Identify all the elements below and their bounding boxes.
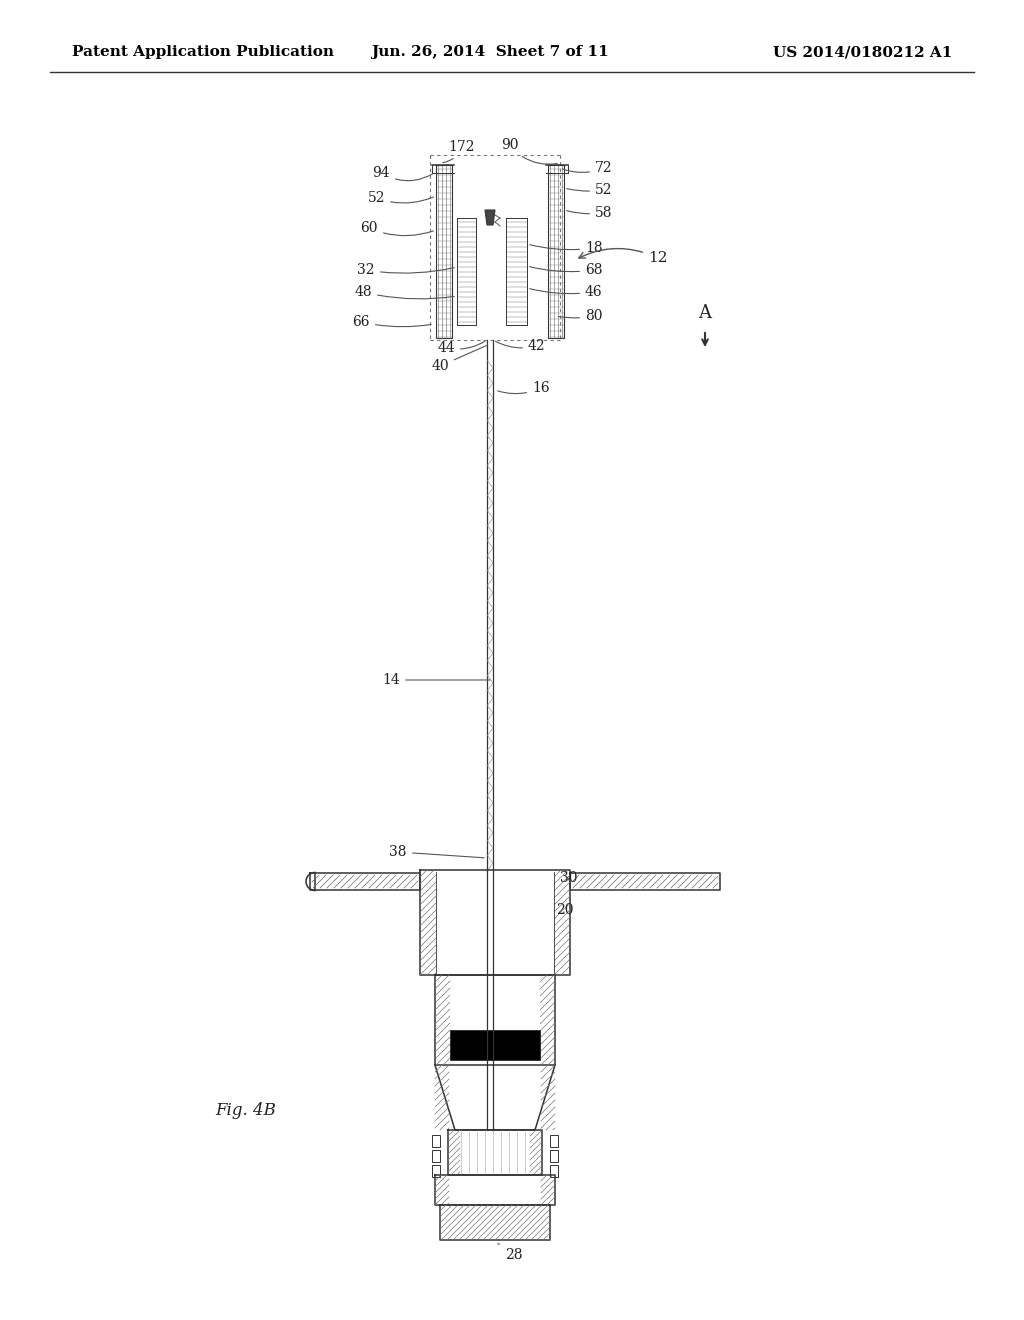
Text: 52: 52: [368, 191, 433, 205]
Text: 12: 12: [579, 248, 668, 265]
Wedge shape: [306, 873, 315, 891]
Text: 172: 172: [442, 140, 475, 162]
Bar: [436, 873, 554, 973]
Text: 44: 44: [437, 341, 484, 355]
Text: Jun. 26, 2014  Sheet 7 of 11: Jun. 26, 2014 Sheet 7 of 11: [371, 45, 609, 59]
Text: 58: 58: [566, 206, 612, 220]
Text: 60: 60: [360, 220, 433, 236]
Polygon shape: [485, 210, 495, 224]
Text: 18: 18: [529, 242, 603, 255]
Bar: [432, 1135, 440, 1147]
Text: 48: 48: [354, 285, 455, 300]
Text: Fig. 4B: Fig. 4B: [215, 1102, 275, 1119]
Text: 42: 42: [496, 339, 546, 352]
Bar: [450, 1030, 540, 1060]
Text: 72: 72: [562, 161, 612, 176]
Text: Patent Application Publication: Patent Application Publication: [72, 45, 334, 59]
Text: 28: 28: [498, 1243, 522, 1262]
Text: 30: 30: [560, 871, 578, 884]
Bar: [550, 1150, 558, 1162]
Bar: [550, 1135, 558, 1147]
Text: 14: 14: [382, 673, 490, 686]
Bar: [450, 990, 540, 1030]
Bar: [432, 1166, 440, 1177]
Text: 52: 52: [566, 183, 612, 197]
Text: 68: 68: [529, 263, 602, 277]
Text: 16: 16: [498, 381, 550, 395]
Text: 40: 40: [431, 345, 487, 374]
Text: 90: 90: [502, 139, 557, 164]
Text: 38: 38: [389, 845, 484, 859]
Text: US 2014/0180212 A1: US 2014/0180212 A1: [773, 45, 952, 59]
Text: 32: 32: [357, 263, 455, 277]
Bar: [432, 1150, 440, 1162]
Text: 20: 20: [556, 903, 573, 917]
Text: 46: 46: [529, 285, 603, 300]
Text: 94: 94: [373, 166, 433, 181]
Text: A: A: [698, 304, 712, 322]
Text: 80: 80: [559, 309, 602, 323]
Text: 66: 66: [352, 315, 431, 329]
Bar: [550, 1166, 558, 1177]
